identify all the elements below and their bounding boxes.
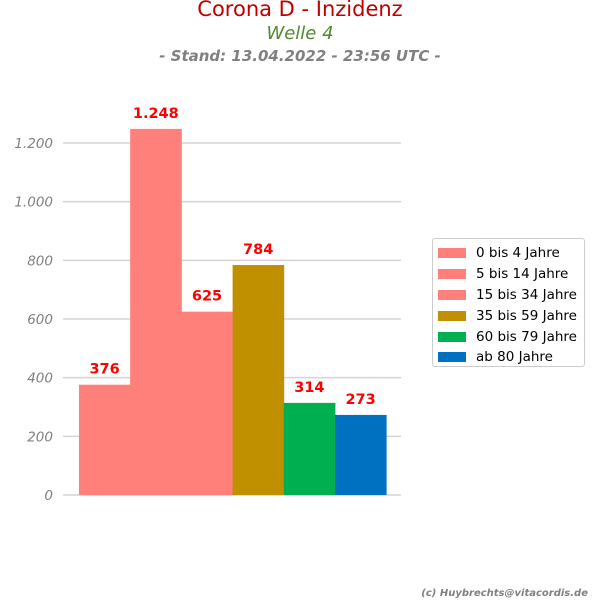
legend-swatch [438,269,466,280]
data-label: 314 [294,380,324,396]
copyright-credit: (c) Huybrechts@vitacordis.de [421,588,588,599]
legend-label: ab 80 Jahre [476,349,553,366]
y-tick-label: 600 [27,312,53,328]
bar [79,384,131,495]
y-tick-label: 0 [44,488,53,504]
bar [232,265,285,495]
legend-item: 60 bis 79 Jahre [433,326,584,347]
y-tick-label: 1.000 [14,195,53,211]
legend-item: 0 bis 4 Jahre [433,243,584,264]
legend-item: ab 80 Jahre [433,347,584,368]
data-label: 1.248 [133,106,179,122]
bar [283,402,336,495]
bar [130,128,182,496]
legend-swatch [438,310,466,321]
bar [181,311,233,495]
legend-label: 60 bis 79 Jahre [476,328,577,345]
legend-label: 0 bis 4 Jahre [476,245,560,262]
data-label: 784 [243,242,273,258]
data-label: 376 [89,362,119,378]
legend-item: 15 bis 34 Jahre [433,285,584,306]
chart-timestamp: - Stand: 13.04.2022 - 23:56 UTC - [159,47,441,65]
y-tick-label: 400 [27,371,53,387]
chart-title: Corona D - Inzidenz [197,0,403,21]
legend-label: 15 bis 34 Jahre [476,286,577,303]
legend-item: 35 bis 59 Jahre [433,305,584,326]
legend-swatch [438,352,466,363]
y-tick-label: 800 [27,253,53,269]
data-label: 625 [192,289,222,305]
bar [335,414,387,495]
legend-label: 5 bis 14 Jahre [476,266,569,283]
legend-label: 35 bis 59 Jahre [476,307,577,324]
legend-item: 5 bis 14 Jahre [433,264,584,285]
legend-swatch [438,331,466,342]
legend-swatch [438,289,466,300]
chart-subtitle: Welle 4 [266,23,334,44]
legend-swatch [438,248,466,259]
y-tick-label: 1.200 [14,136,53,152]
chart-legend: 0 bis 4 Jahre 5 bis 14 Jahre 15 bis 34 Jah… [432,238,585,367]
data-label: 273 [345,392,375,408]
y-tick-label: 200 [27,429,53,445]
